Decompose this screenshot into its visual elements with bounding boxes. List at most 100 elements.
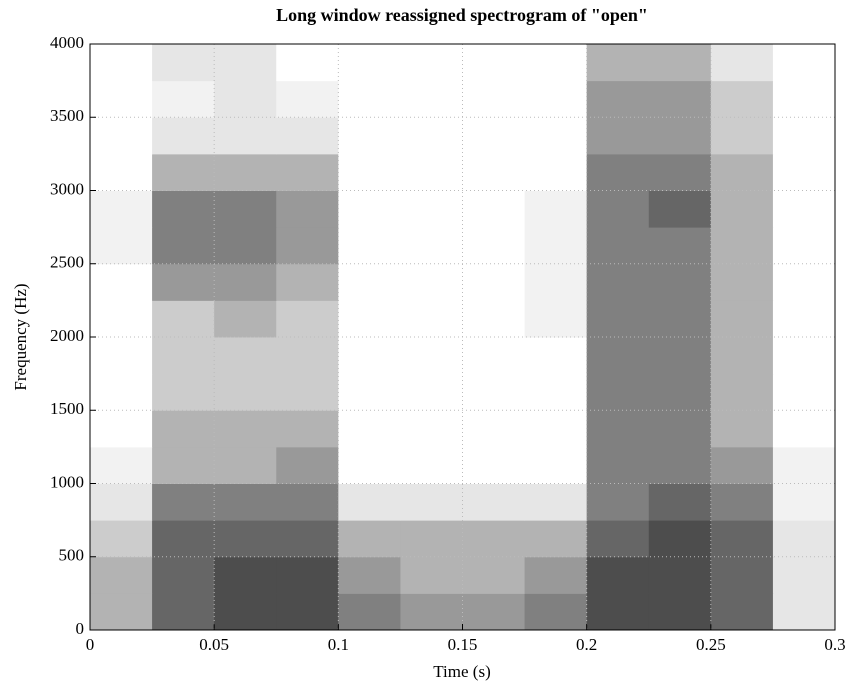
spectrogram-cell (462, 520, 526, 558)
spectrogram-cell (524, 446, 588, 484)
spectrogram-cell (524, 44, 588, 82)
spectrogram-cell (772, 556, 836, 594)
spectrogram-cell (338, 153, 401, 191)
y-tick-label: 500 (59, 546, 85, 565)
spectrogram-cell (710, 483, 774, 521)
spectrogram-cell (586, 300, 650, 338)
spectrogram-cell (90, 117, 153, 155)
spectrogram-cell (276, 80, 339, 118)
spectrogram-cell (214, 446, 277, 484)
spectrogram-cell (648, 300, 712, 338)
spectrogram-cell (648, 483, 712, 521)
spectrogram-cell (338, 227, 401, 265)
y-tick-label: 1000 (50, 472, 84, 491)
x-tick-label: 0.2 (576, 635, 597, 654)
chart-title: Long window reassigned spectrogram of "o… (276, 5, 648, 25)
spectrogram-cell (276, 337, 339, 375)
spectrogram-cell (772, 410, 836, 448)
spectrogram-cell (152, 300, 215, 338)
spectrogram-cell (772, 80, 836, 118)
spectrogram-cell (772, 483, 836, 521)
spectrogram-cell (462, 337, 526, 375)
spectrogram-cell (648, 44, 712, 82)
spectrogram-cell (648, 227, 712, 265)
spectrogram-cell (462, 80, 526, 118)
spectrogram-cell (586, 483, 650, 521)
spectrogram-cell (586, 556, 650, 594)
spectrogram-cell (214, 300, 277, 338)
spectrogram-cell (90, 263, 153, 301)
spectrogram-cell (152, 410, 215, 448)
spectrogram-cell (214, 556, 277, 594)
spectrogram-cell (772, 446, 836, 484)
spectrogram-cell (338, 190, 401, 228)
spectrogram-cell (462, 263, 526, 301)
spectrogram-cell (400, 337, 463, 375)
spectrogram-cell (710, 410, 774, 448)
y-tick-label: 4000 (50, 33, 84, 52)
spectrogram-cell (276, 227, 339, 265)
spectrogram-cell (276, 190, 339, 228)
spectrogram-cell (90, 227, 153, 265)
spectrogram-cell (586, 190, 650, 228)
spectrogram-cell (90, 190, 153, 228)
spectrogram-cell (400, 117, 463, 155)
spectrogram-cell (772, 190, 836, 228)
spectrogram-cell (648, 80, 712, 118)
spectrogram-cell (710, 80, 774, 118)
spectrogram-cell (710, 446, 774, 484)
spectrogram-cell (462, 410, 526, 448)
spectrogram-cell (214, 190, 277, 228)
spectrogram-cell (90, 337, 153, 375)
spectrogram-cell (710, 556, 774, 594)
spectrogram-cell (152, 520, 215, 558)
spectrogram-cell (214, 117, 277, 155)
spectrogram-cell (338, 80, 401, 118)
y-tick-label: 0 (76, 619, 85, 638)
spectrogram-cell (524, 117, 588, 155)
spectrogram-cell (710, 300, 774, 338)
y-axis-label: Frequency (Hz) (11, 283, 30, 390)
spectrogram-cell (462, 190, 526, 228)
spectrogram-cell (586, 44, 650, 82)
x-tick-label: 0.05 (199, 635, 229, 654)
x-tick-label: 0.25 (696, 635, 726, 654)
spectrogram-cell (586, 117, 650, 155)
spectrogram-cell (400, 190, 463, 228)
spectrogram-cell (90, 300, 153, 338)
y-tick-label: 1500 (50, 399, 84, 418)
spectrogram-cell (400, 556, 463, 594)
spectrogram-cell (400, 483, 463, 521)
spectrogram-cell (524, 263, 588, 301)
spectrogram-cell (338, 373, 401, 411)
spectrogram-cell (524, 337, 588, 375)
spectrogram-cell (524, 80, 588, 118)
spectrogram-cell (338, 556, 401, 594)
spectrogram-cell (90, 44, 153, 82)
spectrogram-cell (400, 593, 463, 631)
spectrogram-cell (152, 80, 215, 118)
x-axis-label: Time (s) (433, 662, 490, 681)
spectrogram-cell (90, 483, 153, 521)
spectrogram-cell (338, 410, 401, 448)
spectrogram-cell (772, 373, 836, 411)
spectrogram-cell (462, 446, 526, 484)
spectrogram-cell (152, 483, 215, 521)
spectrogram-cell (710, 117, 774, 155)
x-tick-label: 0.15 (448, 635, 478, 654)
spectrogram-cell (400, 300, 463, 338)
spectrogram-cell (524, 300, 588, 338)
spectrogram-cell (462, 483, 526, 521)
spectrogram-cell (648, 337, 712, 375)
y-tick-label: 2000 (50, 326, 84, 345)
spectrogram-cell (710, 227, 774, 265)
spectrogram-cell (772, 263, 836, 301)
spectrogram-cell (152, 373, 215, 411)
spectrogram-cell (524, 556, 588, 594)
spectrogram-cell (152, 556, 215, 594)
spectrogram-cell (586, 593, 650, 631)
spectrogram-cell (586, 80, 650, 118)
spectrogram-cell (214, 593, 277, 631)
spectrogram-cell (710, 153, 774, 191)
